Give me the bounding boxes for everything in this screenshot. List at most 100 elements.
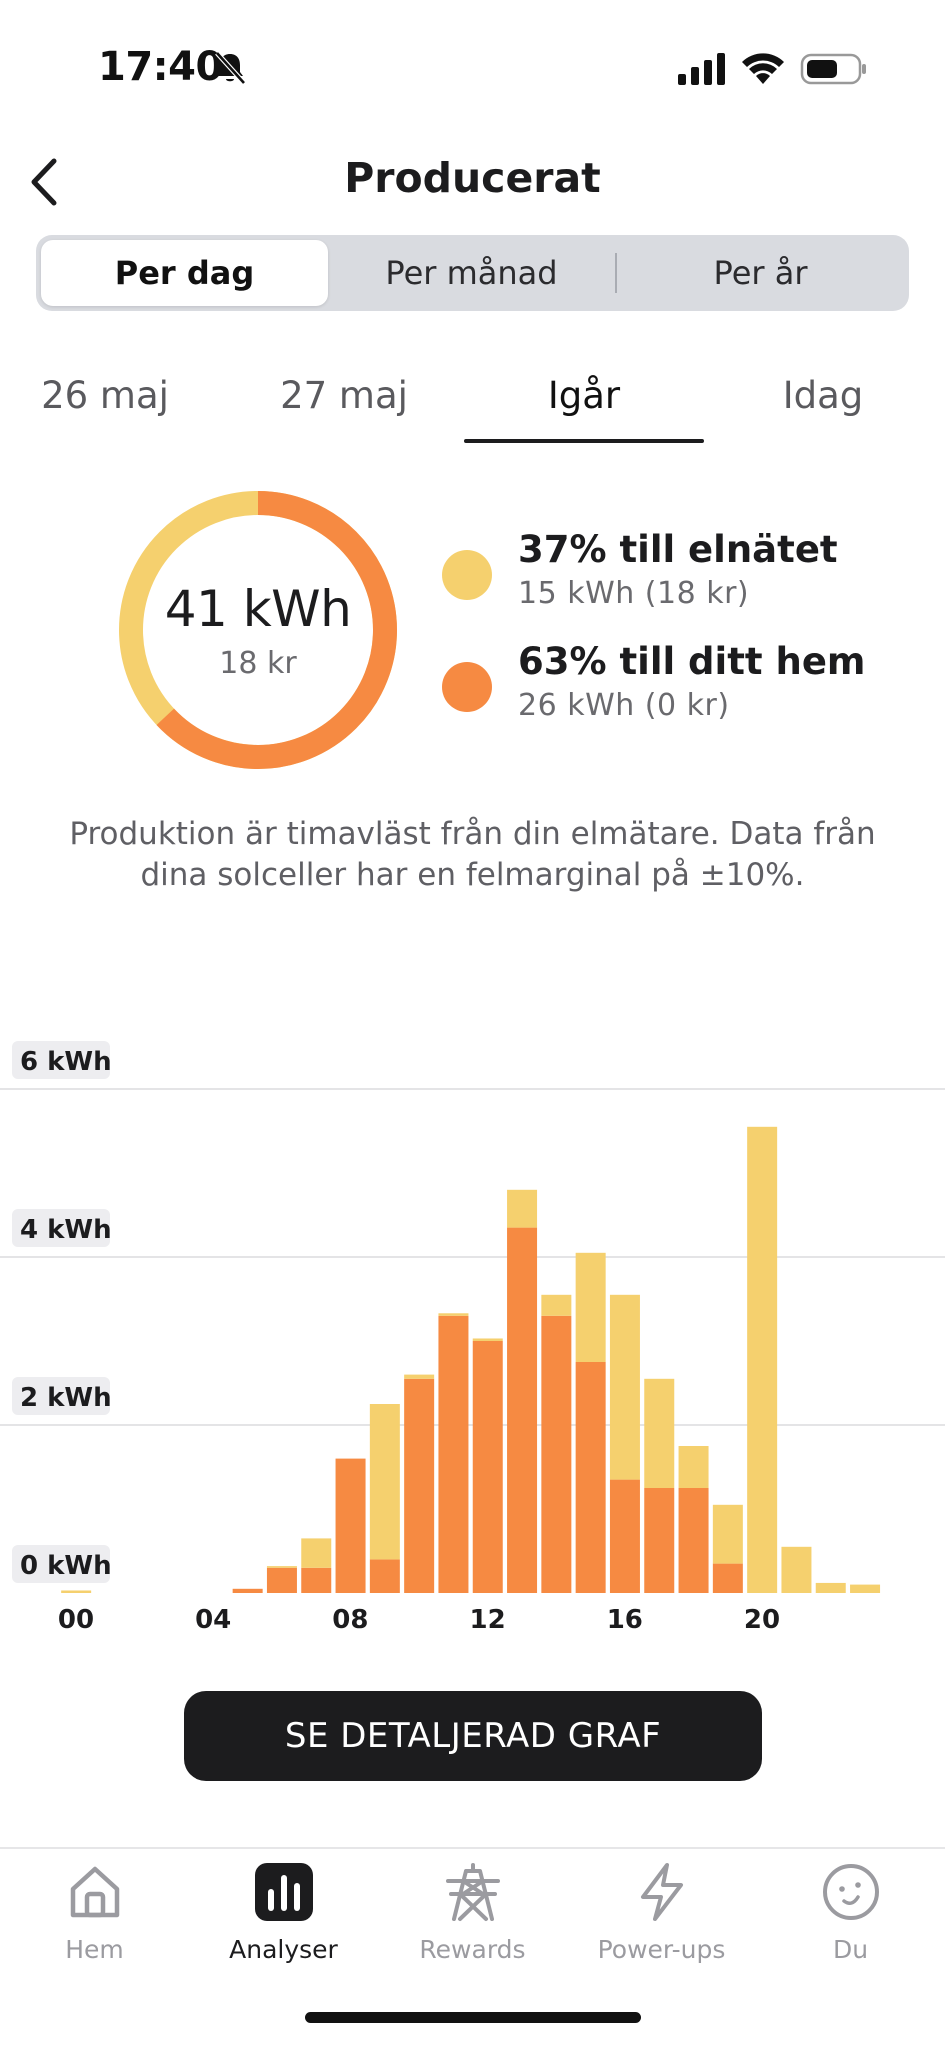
y-tick-label: 0 kWh [20, 1551, 112, 1581]
tab-26-maj[interactable]: 26 maj [41, 374, 169, 417]
bar-grid [712, 1504, 743, 1564]
bar-grid [438, 1313, 469, 1316]
y-tick-label: 4 kWh [20, 1215, 112, 1245]
total-production: 41 kWh [164, 579, 352, 638]
x-tick-label: 12 [470, 1605, 506, 1630]
bar-grid [61, 1590, 92, 1593]
segment-per-dag[interactable]: Per dag [41, 240, 328, 306]
segment-per-manad[interactable]: Per månad [385, 254, 558, 292]
lightning-icon [641, 1863, 683, 1921]
nav-item-analyser[interactable]: Analyser [189, 1849, 378, 1999]
total-cost: 18 kr [219, 645, 297, 681]
bar-home [712, 1563, 743, 1593]
bar-home [507, 1227, 538, 1593]
tab-igar[interactable]: Igår [547, 374, 621, 417]
nav-divider [0, 1847, 945, 1849]
bar-home [369, 1559, 400, 1593]
bar-grid [507, 1189, 538, 1228]
face-icon [823, 1864, 879, 1920]
period-segmented-control: Per dag Per månad Per år [36, 235, 909, 311]
day-tabs: 26 maj 27 maj Igår Idag [0, 360, 945, 444]
bar-grid [404, 1374, 435, 1379]
nav-label-rewards: Rewards [419, 1935, 526, 1964]
bar-grid [644, 1378, 675, 1488]
chevron-left-icon [31, 158, 57, 206]
legend-home-detail: 26 kWh (0 kr) [518, 688, 730, 723]
bar-grid [850, 1584, 881, 1593]
nav-label-hem: Hem [65, 1935, 124, 1964]
y-tick-label-bg [12, 1377, 110, 1415]
donut-center: 41 kWh 18 kr [118, 490, 398, 770]
nav-label-analyser: Analyser [229, 1935, 338, 1964]
active-tab-indicator [464, 439, 704, 443]
bar-home [678, 1488, 709, 1593]
x-tick-label: 08 [332, 1605, 368, 1630]
legend-home: 63% till ditt hem 26 kWh (0 kr) [442, 640, 922, 740]
bar-home [609, 1479, 640, 1593]
bar-chart-icon [255, 1863, 313, 1921]
legend-dot-home [442, 662, 492, 712]
back-button[interactable] [14, 150, 74, 214]
x-tick-label: 16 [607, 1605, 643, 1630]
donut-segment-home [119, 491, 397, 769]
y-tick-label: 6 kWh [20, 1047, 112, 1077]
nav-item-hem[interactable]: Hem [0, 1849, 189, 1999]
bar-home [404, 1378, 435, 1593]
segment-per-ar[interactable]: Per år [713, 254, 808, 292]
bar-grid [541, 1294, 572, 1316]
bar-home [541, 1315, 572, 1593]
legend-home-title: 63% till ditt hem [518, 640, 866, 683]
bar-grid [369, 1404, 400, 1560]
home-icon [70, 1866, 120, 1918]
legend-grid-title: 37% till elnätet [518, 528, 838, 571]
bar-grid [301, 1538, 332, 1568]
bar-grid [472, 1338, 503, 1341]
power-tower-icon [446, 1863, 500, 1921]
nav-label-du: Du [832, 1935, 869, 1964]
x-tick-label: 00 [58, 1605, 94, 1630]
bell-off-icon [215, 51, 246, 85]
cellular-signal-icon [678, 53, 725, 85]
legend-grid-detail: 15 kWh (18 kr) [518, 576, 750, 611]
bar-home [335, 1458, 366, 1593]
y-tick-label-bg [12, 1545, 110, 1583]
bar-grid [575, 1252, 606, 1362]
disclaimer-text: Produktion är timavläst från din elmätar… [69, 816, 876, 893]
legend-dot-grid [442, 550, 492, 600]
bar-home [232, 1588, 263, 1593]
x-tick-label: 04 [195, 1605, 231, 1630]
bar-home [301, 1567, 332, 1593]
tab-idag[interactable]: Idag [782, 374, 864, 417]
legend-grid: 37% till elnätet 15 kWh (18 kr) [442, 528, 922, 628]
nav-label-power-ups: Power-ups [597, 1935, 726, 1964]
y-tick-label-bg [12, 1209, 110, 1247]
detailed-graph-button[interactable]: SE DETALJERAD GRAF [184, 1691, 762, 1781]
bar-home [472, 1341, 503, 1593]
nav-item-power-ups[interactable]: Power-ups [567, 1849, 756, 1999]
bar-grid [815, 1582, 846, 1593]
wifi-icon [742, 53, 784, 84]
production-donut-chart [119, 491, 397, 769]
page-title: Producerat [344, 154, 601, 202]
bar-home [575, 1362, 606, 1593]
segment-divider [615, 253, 617, 293]
home-indicator [305, 2012, 641, 2023]
y-tick-label: 2 kWh [20, 1383, 112, 1413]
nav-item-du[interactable]: Du [756, 1849, 945, 1999]
bar-grid [747, 1126, 778, 1593]
battery-icon [800, 53, 866, 85]
status-time: 17:40 [98, 44, 223, 90]
bar-home [266, 1567, 297, 1593]
nav-item-rewards[interactable]: Rewards [378, 1849, 567, 1999]
bottom-nav: Hem Analyser Rewards Power-ups [0, 1849, 945, 1999]
bar-grid [266, 1566, 297, 1568]
hourly-production-chart: 0 kWh 2 kWh 4 kWh 6 kWh 00 04 08 12 16 20 [0, 1041, 945, 1630]
bar-home [438, 1315, 469, 1593]
y-tick-label-bg [12, 1041, 110, 1079]
bar-grid [609, 1294, 640, 1480]
x-tick-label: 20 [744, 1605, 780, 1630]
tab-27-maj[interactable]: 27 maj [280, 374, 408, 417]
bar-grid [781, 1546, 812, 1593]
status-bar: 17:40 [0, 0, 945, 140]
bar-grid [678, 1446, 709, 1488]
